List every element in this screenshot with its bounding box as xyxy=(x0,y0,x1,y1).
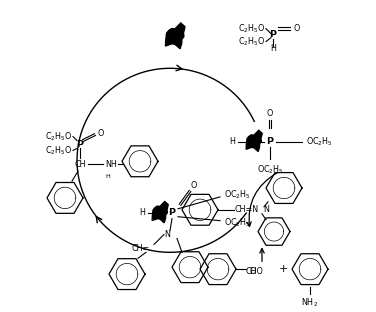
Text: P: P xyxy=(270,30,276,39)
Text: $\rm C_2H_5O$: $\rm C_2H_5O$ xyxy=(238,35,265,48)
Text: O: O xyxy=(98,129,105,138)
Text: H: H xyxy=(270,44,276,53)
Text: O: O xyxy=(293,24,299,33)
Text: H: H xyxy=(229,137,235,146)
Text: $\rm C_2H_5O$: $\rm C_2H_5O$ xyxy=(45,144,72,157)
Polygon shape xyxy=(165,23,185,49)
Text: CHO: CHO xyxy=(246,267,264,275)
Text: $\rm OC_2H_5$: $\rm OC_2H_5$ xyxy=(256,163,284,176)
Text: O: O xyxy=(267,109,273,118)
Text: O: O xyxy=(250,267,256,275)
Text: $\rm C_2H_5O$: $\rm C_2H_5O$ xyxy=(45,130,72,143)
Text: NH: NH xyxy=(105,160,117,169)
Text: P: P xyxy=(76,140,83,149)
Text: H: H xyxy=(105,174,110,179)
Text: P: P xyxy=(168,208,176,217)
Polygon shape xyxy=(246,130,262,152)
Polygon shape xyxy=(152,202,168,223)
FancyArrowPatch shape xyxy=(260,249,264,261)
Text: $\rm OC_2H_5$: $\rm OC_2H_5$ xyxy=(306,135,333,148)
Text: $\rm OC_2H_5$: $\rm OC_2H_5$ xyxy=(224,189,251,201)
Text: O: O xyxy=(191,181,197,190)
Text: $\rm OC_2H_5$: $\rm OC_2H_5$ xyxy=(224,217,251,229)
Text: +: + xyxy=(278,264,288,274)
Text: N: N xyxy=(164,230,170,239)
Text: CH=N: CH=N xyxy=(235,205,259,214)
Text: H: H xyxy=(139,208,145,217)
Text: CH=: CH= xyxy=(132,244,150,253)
Text: P: P xyxy=(267,137,273,146)
Text: $\rm C_2H_5O$: $\rm C_2H_5O$ xyxy=(238,22,265,35)
FancyArrowPatch shape xyxy=(247,173,277,227)
Text: N: N xyxy=(263,205,269,214)
Text: $\rm NH_2$: $\rm NH_2$ xyxy=(302,297,318,310)
Text: CH: CH xyxy=(74,160,86,169)
